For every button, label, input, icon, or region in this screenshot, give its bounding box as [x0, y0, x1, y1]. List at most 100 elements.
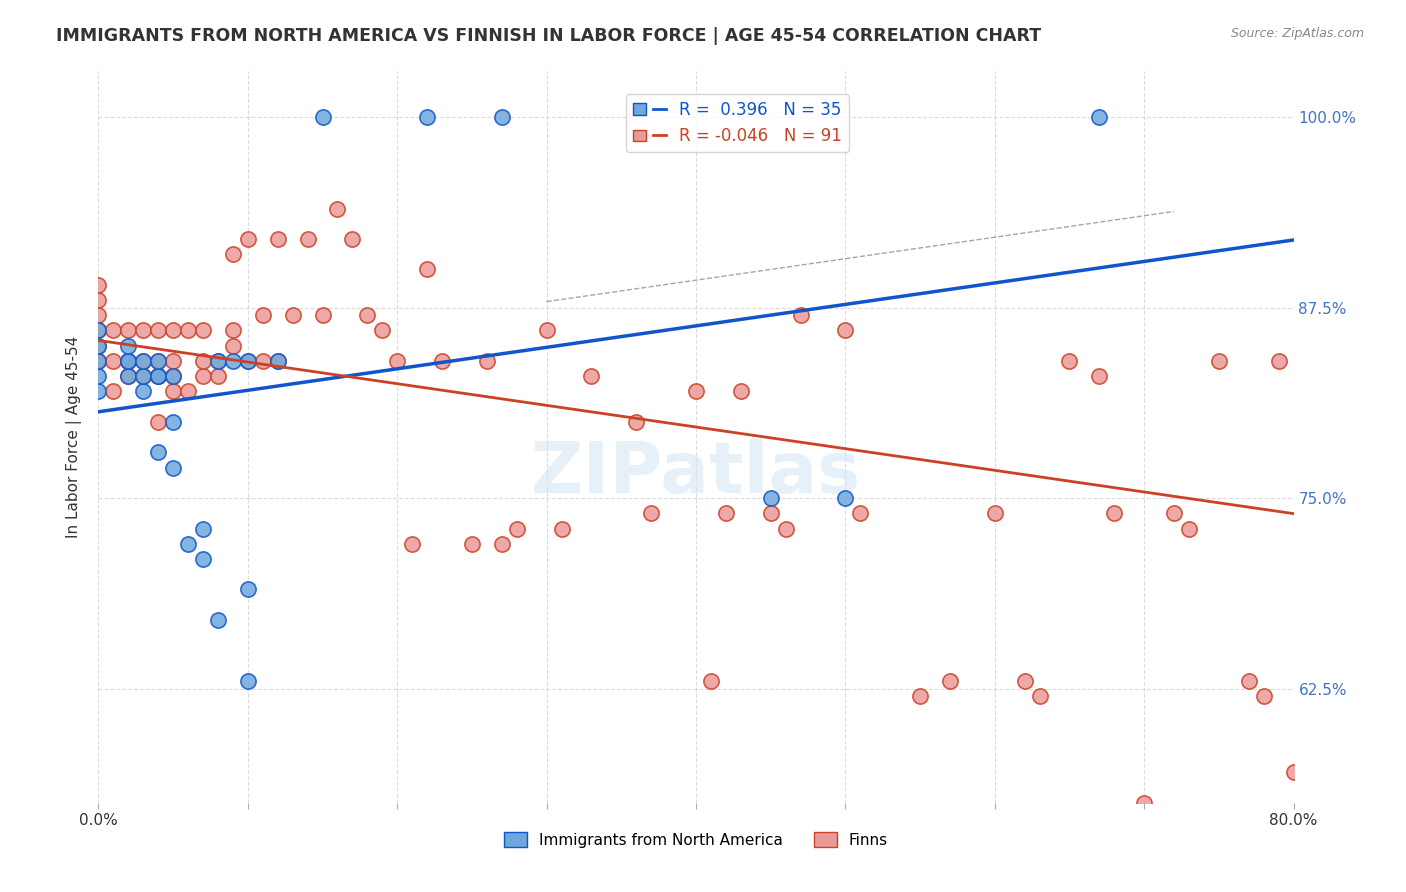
Finns: [1178, 522, 1201, 536]
Finns: [162, 323, 184, 337]
Immigrants from North America: [87, 384, 110, 399]
Finns: [1059, 354, 1081, 368]
Immigrants from North America: [87, 323, 110, 337]
Immigrants from North America: [87, 369, 110, 384]
Finns: [834, 323, 856, 337]
Finns: [1327, 354, 1350, 368]
Finns: [252, 354, 274, 368]
Finns: [148, 369, 170, 384]
Finns: [730, 384, 752, 399]
Finns: [385, 354, 409, 368]
Finns: [759, 506, 782, 520]
Finns: [207, 369, 229, 384]
Immigrants from North America: [191, 552, 214, 566]
Finns: [236, 232, 259, 246]
Immigrants from North America: [132, 369, 155, 384]
Finns: [177, 384, 200, 399]
Finns: [908, 689, 931, 703]
Immigrants from North America: [148, 369, 170, 384]
Finns: [1267, 354, 1289, 368]
Finns: [789, 308, 811, 322]
Finns: [117, 369, 139, 384]
Finns: [1298, 506, 1320, 520]
Finns: [148, 354, 170, 368]
Finns: [461, 537, 484, 551]
Finns: [700, 673, 723, 688]
Finns: [849, 506, 872, 520]
Finns: [162, 384, 184, 399]
Finns: [1088, 369, 1111, 384]
Immigrants from North America: [311, 110, 333, 124]
Immigrants from North America: [236, 354, 259, 368]
Finns: [87, 354, 110, 368]
Immigrants from North America: [416, 110, 439, 124]
Finns: [148, 415, 170, 429]
Finns: [1028, 689, 1050, 703]
Finns: [267, 232, 290, 246]
Immigrants from North America: [117, 369, 139, 384]
Finns: [626, 415, 648, 429]
Immigrants from North America: [162, 460, 184, 475]
Y-axis label: In Labor Force | Age 45-54: In Labor Force | Age 45-54: [66, 336, 83, 538]
Finns: [103, 354, 125, 368]
Immigrants from North America: [132, 354, 155, 368]
Immigrants from North America: [191, 522, 214, 536]
Finns: [281, 308, 304, 322]
Finns: [222, 339, 245, 353]
Finns: [236, 354, 259, 368]
Finns: [1237, 673, 1260, 688]
Finns: [416, 262, 439, 277]
Finns: [775, 522, 797, 536]
Finns: [491, 537, 513, 551]
Immigrants from North America: [267, 354, 290, 368]
Finns: [117, 354, 139, 368]
Immigrants from North America: [222, 354, 245, 368]
Immigrants from North America: [207, 354, 229, 368]
Finns: [1372, 354, 1395, 368]
Finns: [207, 354, 229, 368]
Finns: [222, 247, 245, 261]
Immigrants from North America: [491, 110, 513, 124]
Finns: [267, 354, 290, 368]
Immigrants from North America: [132, 384, 155, 399]
Finns: [342, 232, 364, 246]
Finns: [162, 369, 184, 384]
Finns: [162, 354, 184, 368]
Finns: [132, 369, 155, 384]
Immigrants from North America: [117, 354, 139, 368]
Finns: [1163, 506, 1185, 520]
Finns: [1282, 765, 1305, 780]
Finns: [401, 537, 423, 551]
Finns: [132, 323, 155, 337]
Finns: [117, 323, 139, 337]
Finns: [1357, 354, 1379, 368]
Finns: [177, 323, 200, 337]
Immigrants from North America: [148, 354, 170, 368]
Finns: [326, 202, 349, 216]
Immigrants from North America: [236, 582, 259, 597]
Finns: [1133, 796, 1156, 810]
Immigrants from North America: [162, 369, 184, 384]
Finns: [475, 354, 498, 368]
Finns: [1014, 673, 1036, 688]
Finns: [132, 354, 155, 368]
Finns: [191, 323, 214, 337]
Legend: Immigrants from North America, Finns: Immigrants from North America, Finns: [498, 825, 894, 854]
Finns: [1253, 689, 1275, 703]
Finns: [87, 277, 110, 292]
Finns: [87, 323, 110, 337]
Finns: [87, 293, 110, 307]
Immigrants from North America: [162, 415, 184, 429]
Text: Source: ZipAtlas.com: Source: ZipAtlas.com: [1230, 27, 1364, 40]
Immigrants from North America: [177, 537, 200, 551]
Finns: [1104, 506, 1126, 520]
Finns: [1343, 384, 1365, 399]
Finns: [1208, 354, 1230, 368]
Immigrants from North America: [117, 354, 139, 368]
Finns: [222, 323, 245, 337]
Finns: [87, 339, 110, 353]
Immigrants from North America: [148, 369, 170, 384]
Finns: [581, 369, 603, 384]
Immigrants from North America: [148, 445, 170, 459]
Finns: [536, 323, 558, 337]
